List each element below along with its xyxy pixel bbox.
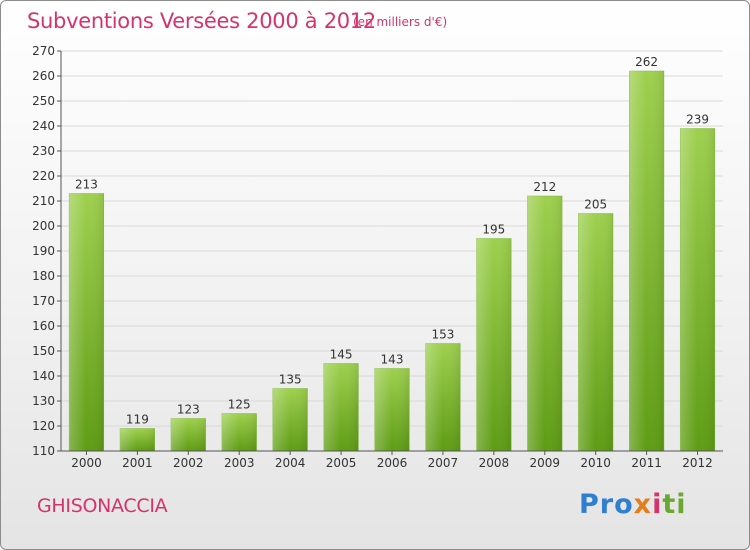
x-tick-label: 2012 <box>682 456 713 470</box>
axes: 110 120 130 140 150 160 170 180 190 200 210 220 230 2… <box>32 44 723 470</box>
bar-sheen <box>425 343 461 451</box>
logo-part: x <box>633 489 653 520</box>
x-tick-label: 2011 <box>631 456 662 470</box>
x-tick-label: 2009 <box>529 456 560 470</box>
logo-part: ti <box>662 489 687 520</box>
bar-sheen <box>170 418 206 451</box>
data-label: 135 <box>279 373 302 387</box>
data-label: 125 <box>228 398 251 412</box>
data-label: 123 <box>177 403 200 417</box>
y-tick-label: 130 <box>32 394 55 408</box>
place-name: GHISONACCIA <box>37 495 168 517</box>
bar-sheen <box>680 128 715 451</box>
data-label: 205 <box>584 198 607 212</box>
x-tick-label: 2000 <box>71 456 102 470</box>
x-tick-label: 2006 <box>377 456 408 470</box>
x-tick-label: 2004 <box>275 456 306 470</box>
chart-subtitle: (en milliers d'€) <box>353 15 448 29</box>
y-tick-label: 180 <box>32 269 55 283</box>
y-tick-label: 210 <box>32 194 55 208</box>
bar-sheen <box>221 413 257 451</box>
data-label: 153 <box>431 328 454 342</box>
y-tick-label: 250 <box>32 94 55 108</box>
logo-part: i <box>652 489 663 520</box>
data-label: 262 <box>635 55 658 69</box>
y-tick-label: 160 <box>32 319 55 333</box>
x-tick-label: 2007 <box>428 456 459 470</box>
x-tick-label: 2005 <box>326 456 357 470</box>
x-tick-label: 2001 <box>122 456 153 470</box>
bar-sheen <box>120 428 155 451</box>
data-label: 239 <box>686 113 709 127</box>
bar-sheen <box>476 238 512 451</box>
bar-sheen <box>323 363 359 451</box>
data-label: 195 <box>482 223 505 237</box>
chart-title: Subventions Versées 2000 à 2012 <box>27 9 376 33</box>
data-label: 143 <box>381 353 404 367</box>
y-tick-label: 140 <box>32 369 55 383</box>
y-tick-label: 170 <box>32 294 55 308</box>
y-tick-label: 200 <box>32 219 55 233</box>
logo-part: Pro <box>579 489 634 520</box>
data-label: 213 <box>75 178 98 192</box>
data-label: 145 <box>330 348 353 362</box>
bar-sheen <box>629 71 664 451</box>
y-tick-label: 220 <box>32 169 55 183</box>
proxiti-logo: Proxiti <box>579 489 687 520</box>
bar-sheen <box>527 196 563 451</box>
y-tick-label: 270 <box>32 44 55 58</box>
bar-sheen <box>578 213 614 451</box>
data-label: 212 <box>533 180 556 194</box>
y-tick-label: 230 <box>32 144 55 158</box>
x-tick-label: 2003 <box>224 456 255 470</box>
bar-sheen <box>374 368 410 451</box>
x-tick-label: 2008 <box>479 456 510 470</box>
x-tick-label: 2002 <box>173 456 204 470</box>
bars: 213 119 123 125 135 145 143 153 195 212 205 262 239 <box>68 55 716 452</box>
y-tick-label: 120 <box>32 419 55 433</box>
bar-sheen <box>272 388 308 451</box>
y-tick-label: 260 <box>32 69 55 83</box>
y-tick-label: 110 <box>32 444 55 458</box>
y-tick-label: 190 <box>32 244 55 258</box>
y-tick-label: 240 <box>32 119 55 133</box>
bar-sheen <box>69 193 104 451</box>
x-tick-label: 2010 <box>580 456 611 470</box>
y-tick-label: 150 <box>32 344 55 358</box>
data-label: 119 <box>126 413 149 427</box>
